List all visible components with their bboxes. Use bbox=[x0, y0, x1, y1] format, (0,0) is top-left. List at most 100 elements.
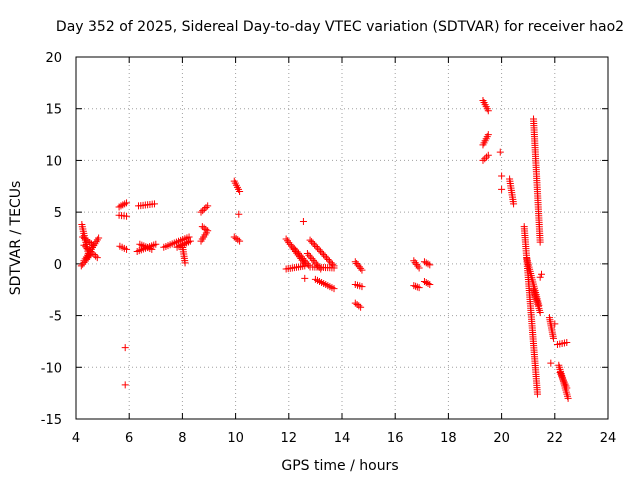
data-point bbox=[309, 256, 317, 264]
data-point bbox=[148, 245, 156, 253]
data-point bbox=[320, 251, 328, 259]
data-point bbox=[536, 273, 544, 281]
plot-frame bbox=[75, 56, 609, 420]
data-point bbox=[186, 237, 194, 245]
data-point bbox=[330, 264, 338, 272]
data-point bbox=[483, 153, 491, 161]
data-point bbox=[292, 246, 300, 254]
data-point bbox=[411, 259, 419, 267]
data-point bbox=[414, 262, 422, 270]
data-point bbox=[426, 281, 434, 289]
data-point bbox=[285, 239, 293, 247]
data-point bbox=[318, 249, 326, 257]
data-point bbox=[415, 284, 423, 292]
data-point bbox=[330, 285, 338, 293]
data-point bbox=[305, 251, 313, 259]
y-axis-label: SDTVAR / TECUs bbox=[8, 181, 24, 296]
data-point bbox=[95, 234, 103, 242]
x-tick-label: 10 bbox=[227, 431, 244, 446]
x-tick-label: 18 bbox=[440, 431, 457, 446]
data-point bbox=[538, 270, 545, 278]
data-point bbox=[484, 107, 492, 115]
data-point bbox=[294, 249, 302, 257]
data-point bbox=[312, 260, 320, 268]
data-point bbox=[479, 156, 487, 164]
data-point bbox=[563, 338, 571, 346]
data-point bbox=[420, 258, 428, 266]
data-point bbox=[293, 248, 301, 256]
data-point bbox=[484, 131, 492, 139]
data-point bbox=[305, 261, 313, 269]
x-tick-label: 20 bbox=[493, 431, 510, 446]
y-tick-label: 10 bbox=[45, 154, 62, 169]
data-point bbox=[355, 302, 363, 310]
data-point bbox=[85, 246, 93, 254]
data-point bbox=[309, 239, 317, 247]
data-point bbox=[498, 172, 506, 180]
x-tick-label: 22 bbox=[547, 431, 564, 446]
data-point bbox=[88, 249, 96, 257]
data-point bbox=[235, 210, 243, 218]
y-tick-label: -5 bbox=[49, 310, 62, 325]
data-point bbox=[152, 240, 160, 248]
chart-title: Day 352 of 2025, Sidereal Day-to-day VTE… bbox=[56, 19, 624, 35]
data-point bbox=[324, 255, 332, 263]
data-point bbox=[297, 253, 305, 261]
data-point bbox=[200, 224, 208, 232]
data-point bbox=[358, 266, 366, 274]
data-point bbox=[121, 344, 129, 352]
data-points bbox=[77, 96, 572, 402]
data-point bbox=[198, 223, 206, 231]
data-point bbox=[484, 151, 492, 159]
data-point bbox=[551, 320, 559, 328]
data-point bbox=[308, 255, 316, 263]
data-point bbox=[563, 384, 571, 392]
data-point bbox=[202, 203, 210, 211]
data-point bbox=[481, 155, 489, 163]
data-point bbox=[79, 233, 87, 241]
x-tick-label: 12 bbox=[281, 431, 298, 446]
data-point bbox=[300, 256, 308, 264]
data-point bbox=[306, 236, 314, 244]
grid bbox=[76, 57, 608, 419]
data-point bbox=[498, 185, 506, 193]
data-point bbox=[306, 253, 314, 261]
data-point bbox=[236, 237, 244, 245]
data-point bbox=[422, 278, 430, 286]
data-point bbox=[353, 301, 361, 309]
data-point bbox=[82, 236, 90, 244]
data-point bbox=[303, 250, 311, 258]
data-point bbox=[230, 233, 238, 241]
data-point bbox=[424, 280, 432, 288]
data-point bbox=[80, 234, 88, 242]
data-point bbox=[86, 238, 94, 246]
data-point bbox=[413, 283, 421, 291]
data-point bbox=[232, 234, 240, 242]
data-point bbox=[290, 244, 298, 252]
data-point bbox=[181, 259, 189, 267]
x-tick-label: 16 bbox=[387, 431, 404, 446]
data-point bbox=[123, 199, 131, 207]
data-point bbox=[92, 252, 100, 260]
data-point bbox=[420, 277, 428, 285]
data-point bbox=[422, 259, 430, 267]
data-point bbox=[301, 274, 309, 282]
y-tick-label: -15 bbox=[41, 413, 62, 428]
data-point bbox=[547, 359, 555, 367]
data-point bbox=[299, 217, 307, 225]
y-tick-label: 20 bbox=[45, 51, 62, 66]
data-point bbox=[564, 394, 572, 402]
x-tick-label: 4 bbox=[72, 431, 80, 446]
data-point bbox=[121, 381, 129, 389]
data-point bbox=[299, 254, 307, 262]
data-point bbox=[282, 235, 290, 243]
data-point bbox=[314, 244, 322, 252]
data-point bbox=[286, 240, 294, 248]
data-point bbox=[510, 200, 518, 208]
data-point bbox=[185, 233, 193, 241]
tick-labels: 4 6 8 10 12 14 16 18 20 22 24 -15 -10 -5 0 5 10 15 20 bbox=[41, 51, 617, 446]
data-point bbox=[80, 241, 88, 249]
data-point bbox=[536, 308, 544, 316]
